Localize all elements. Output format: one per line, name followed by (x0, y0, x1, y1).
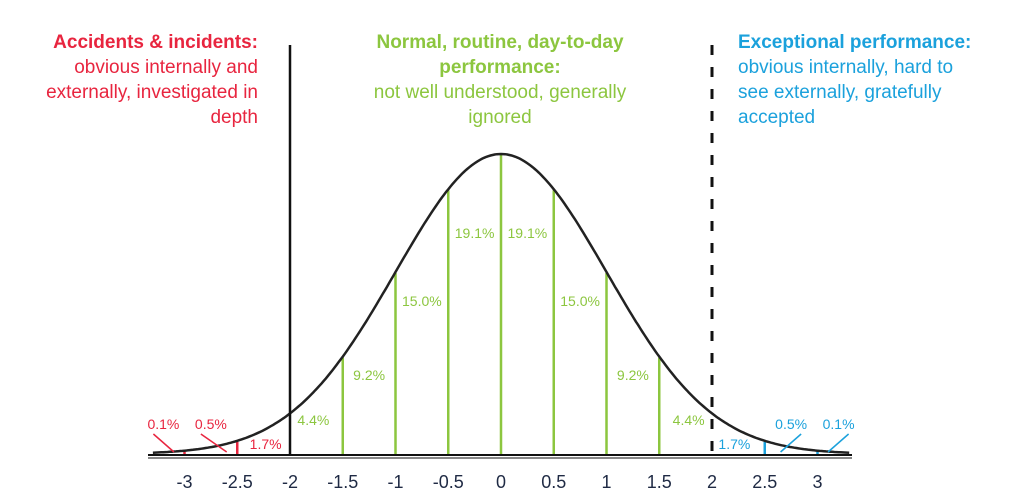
x-tick-label: -1.5 (327, 472, 358, 492)
accidents-body-1: obvious internally and (74, 57, 258, 78)
x-tick-label: 1.5 (647, 472, 672, 492)
normal-body-1: not well understood, generally (373, 82, 627, 103)
exceptional-header: Exceptional performance: obvious interna… (738, 30, 1023, 130)
normal-title-2: performance: (439, 57, 561, 78)
normal-body-2: ignored (468, 107, 532, 128)
x-tick-label: 1 (601, 472, 611, 492)
segment-percent-label: 9.2% (353, 367, 385, 383)
segment-percent-label: 0.5% (775, 416, 807, 432)
segment-percent-label: 1.7% (718, 436, 750, 452)
x-tick-label: 0.5 (541, 472, 566, 492)
segment-leader-line (200, 433, 228, 453)
accidents-body-2: externally, investigated in (46, 82, 258, 103)
segment-percent-label: 15.0% (560, 293, 600, 309)
segment-percent-label: 0.1% (147, 416, 179, 432)
accidents-header: Accidents & incidents: obvious internall… (0, 30, 258, 130)
segment-percent-label: 19.1% (508, 225, 548, 241)
segment-leader-line (152, 433, 175, 453)
segment-percent-label: 9.2% (617, 367, 649, 383)
segment-percent-label: 1.7% (250, 436, 282, 452)
x-tick-label: 0 (496, 472, 506, 492)
exceptional-title: Exceptional performance: (738, 32, 972, 53)
segment-percent-label: 4.4% (297, 412, 329, 428)
normal-title-1: Normal, routine, day-to-day (376, 32, 624, 53)
bell-curve (152, 152, 850, 454)
x-tick-label: -3 (176, 472, 192, 492)
exceptional-body-1: obvious internally, hard to (738, 57, 954, 78)
x-tick-label: -2 (282, 472, 298, 492)
accidents-body-3: depth (210, 107, 258, 128)
segment-percent-label: 19.1% (455, 225, 495, 241)
segment-percent-label: 0.1% (823, 416, 855, 432)
x-tick-label: 2.5 (752, 472, 777, 492)
x-tick-label: -1 (387, 472, 403, 492)
segment-percent-label: 0.5% (195, 416, 227, 432)
normal-header: Normal, routine, day-to-day performance:… (330, 30, 670, 130)
x-tick-label: 2 (707, 472, 717, 492)
exceptional-body-3: accepted (738, 107, 816, 128)
segment-percent-label: 15.0% (402, 293, 442, 309)
segment-leader-line (780, 433, 802, 453)
accidents-title: Accidents & incidents: (53, 32, 258, 53)
segment-percent-label: 4.4% (673, 412, 705, 428)
x-tick-label: -2.5 (222, 472, 253, 492)
x-tick-label: 3 (812, 472, 822, 492)
exceptional-body-2: see externally, gratefully (738, 82, 942, 103)
segment-leader-line (827, 433, 850, 453)
x-tick-label: -0.5 (433, 472, 464, 492)
